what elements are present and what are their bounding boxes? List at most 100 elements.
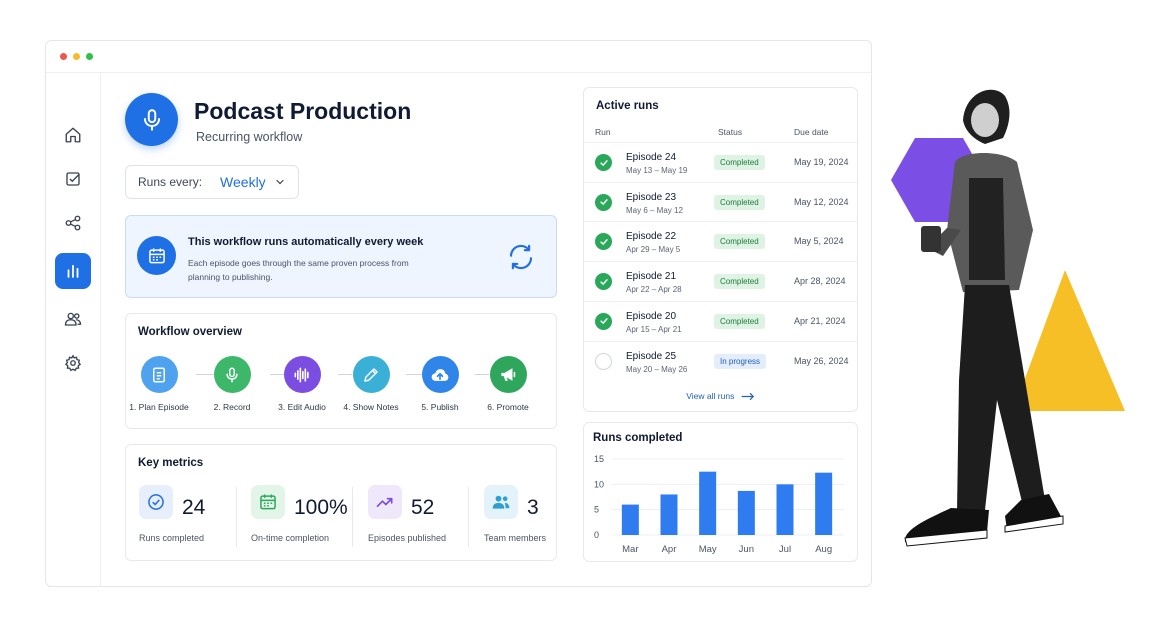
metric-icon [251, 485, 285, 519]
automation-info-banner: This workflow runs automatically every w… [125, 215, 557, 298]
column-header-status: Status [718, 127, 743, 137]
bar-jul[interactable] [776, 484, 794, 535]
workflow-step-edit-audio[interactable]: 3. Edit Audio [262, 356, 342, 412]
metric-episodes-published: 52 Episodes published [368, 485, 446, 543]
x-tick-label: Mar [622, 544, 638, 555]
table-row[interactable]: Episode 20 Apr 15 – Apr 21 Completed Apr 21… [584, 300, 857, 341]
due-date: May 26, 2024 [794, 355, 849, 366]
run-name: Episode 25 [626, 350, 677, 362]
metric-value: 24 [182, 496, 206, 519]
key-metrics-card: Key metrics 24 Runs completed 100% On-ti… [125, 444, 557, 561]
step-circle[interactable] [489, 356, 527, 393]
page-title: Podcast Production [194, 98, 412, 124]
workflow-step-plan[interactable]: 1. Plan Episode [119, 356, 199, 412]
metric-on-time: 100% On-time completion [251, 485, 348, 543]
runs-completed-card: Runs completed 15 10 5 0 Mar Apr May Jun Jul Aug [583, 422, 858, 562]
arrow-right-icon [741, 393, 754, 401]
check-circle-icon [595, 154, 612, 171]
table-row[interactable]: Episode 23 May 6 – May 12 Completed May 12,… [584, 181, 857, 222]
run-name: Episode 22 [626, 231, 677, 243]
table-row[interactable]: Episode 21 Apr 22 – Apr 28 Completed Apr 28… [584, 261, 857, 301]
run-name: Episode 23 [626, 191, 677, 203]
step-circle[interactable] [213, 356, 251, 393]
run-name: Episode 24 [626, 152, 677, 163]
metric-icon [484, 485, 518, 519]
bar-jun[interactable] [737, 490, 755, 535]
workflow-step-show-notes[interactable]: 4. Show Notes [331, 356, 411, 412]
run-name: Episode 21 [626, 271, 677, 283]
calendar-icon [260, 494, 276, 510]
check-circle-icon [595, 312, 612, 330]
users-icon [64, 312, 82, 326]
select-value: Weekly [220, 174, 266, 190]
sidebar-item-tasks[interactable] [55, 161, 91, 197]
table-row[interactable]: Episode 24 May 13 – May 19 Completed May 19… [584, 142, 857, 182]
workflow-step-record[interactable]: 2. Record [192, 356, 272, 412]
yellow-triangle-shape [1013, 270, 1125, 411]
close-window-dot[interactable] [60, 53, 67, 60]
share-nodes-icon [65, 215, 81, 231]
info-title: This workflow runs automatically every w… [188, 236, 424, 248]
checkbox-icon [66, 172, 80, 186]
step-circle[interactable] [283, 356, 321, 393]
sidebar [46, 73, 101, 586]
metric-value: 100% [294, 496, 348, 519]
minimize-window-dot[interactable] [73, 53, 80, 60]
microphone-icon [226, 367, 238, 382]
users-icon [492, 495, 510, 509]
y-tick-label: 15 [594, 454, 604, 464]
metric-label: On-time completion [251, 533, 330, 543]
run-name: Episode 20 [626, 310, 677, 322]
metric-runs-completed: 24 Runs completed [139, 485, 205, 543]
y-tick-label: 0 [594, 530, 599, 540]
bar-may[interactable] [699, 471, 717, 535]
status-badge: Completed [714, 313, 765, 329]
pencil-icon [364, 367, 378, 382]
run-dates: May 6 – May 12 [626, 205, 683, 215]
runs-every-select[interactable]: Runs every: Weekly [125, 165, 299, 199]
run-dates: Apr 22 – Apr 28 [626, 285, 682, 295]
table-row[interactable]: Episode 25 May 20 – May 26 In progress May … [584, 340, 857, 381]
status-badge: Completed [714, 234, 765, 250]
sidebar-item-team[interactable] [55, 301, 91, 337]
metric-icon [368, 485, 402, 519]
workflow-step-publish[interactable]: 5. Publish [400, 356, 480, 412]
step-circle[interactable] [421, 356, 459, 393]
calendar-icon [148, 248, 165, 263]
megaphone-icon [500, 368, 515, 381]
status-badge: Completed [714, 194, 765, 210]
workflow-step-promote[interactable]: 6. Promote [468, 356, 548, 412]
metric-label: Team members [484, 533, 547, 543]
bar-mar[interactable] [621, 504, 639, 535]
metric-team-members: 3 Team members [484, 485, 546, 543]
step-circle[interactable] [140, 356, 178, 393]
metric-value: 3 [527, 496, 539, 519]
window-controls [60, 53, 93, 60]
status-badge: Completed [714, 274, 765, 290]
step-label: 2. Record [213, 402, 251, 412]
run-dates: Apr 15 – Apr 21 [626, 324, 682, 334]
person-photo [904, 89, 1064, 547]
step-circle[interactable] [352, 356, 390, 393]
due-date: Apr 21, 2024 [794, 315, 846, 326]
view-all-runs-link[interactable]: View all runs [584, 391, 857, 401]
bar-aug[interactable] [815, 472, 833, 535]
run-dates: May 13 – May 19 [626, 166, 688, 175]
y-tick-label: 10 [594, 479, 604, 489]
workflow-overview-card: Workflow overview 1. Plan Episode 2. Rec… [125, 313, 557, 429]
bar-chart-icon [67, 264, 79, 278]
metric-label: Episodes published [368, 533, 447, 543]
bar-apr[interactable] [660, 494, 678, 535]
waveform-icon [294, 367, 309, 382]
sidebar-item-settings[interactable] [55, 345, 91, 381]
due-date: May 12, 2024 [794, 196, 849, 207]
check-circle-icon [595, 273, 612, 291]
gear-icon [64, 354, 82, 372]
table-row[interactable]: Episode 22 Apr 29 – May 5 Completed May 5, … [584, 221, 857, 261]
sync-icon [509, 244, 533, 270]
sidebar-item-workflows[interactable] [55, 205, 91, 241]
sidebar-item-analytics[interactable] [55, 253, 91, 289]
sidebar-item-home[interactable] [55, 117, 91, 153]
check-circle-icon [595, 233, 612, 251]
maximize-window-dot[interactable] [86, 53, 93, 60]
